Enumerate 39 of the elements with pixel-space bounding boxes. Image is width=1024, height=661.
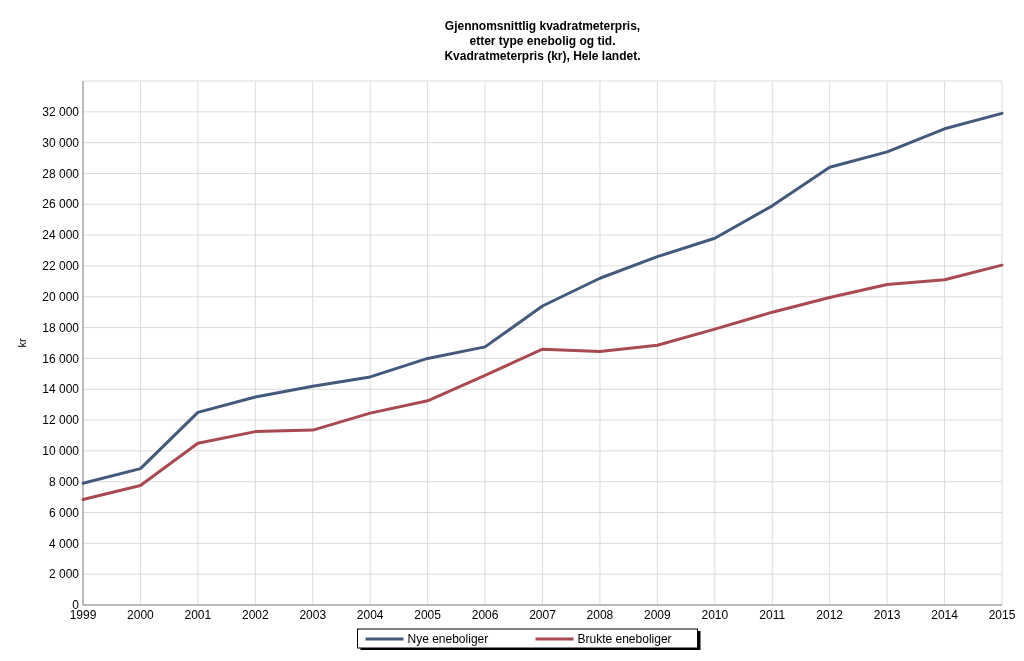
x-tick-label: 2007 bbox=[529, 608, 557, 622]
x-tick-label: 2000 bbox=[127, 608, 155, 622]
legend-label: Brukte eneboliger bbox=[577, 632, 672, 646]
line-series bbox=[81, 263, 1004, 501]
y-tick-label: 28 000 bbox=[42, 166, 80, 181]
x-tick-label: 2008 bbox=[586, 608, 614, 622]
x-tick-label: 1999 bbox=[69, 608, 97, 622]
y-tick-label: 32 000 bbox=[42, 105, 80, 120]
y-tick-label: 8 000 bbox=[48, 474, 80, 489]
x-tick-label: 2009 bbox=[644, 608, 672, 622]
y-tick-label: 16 000 bbox=[42, 351, 80, 366]
y-tick-label: 24 000 bbox=[42, 228, 80, 243]
y-tick-label: 30 000 bbox=[42, 135, 80, 150]
y-tick-label: 10 000 bbox=[42, 444, 80, 459]
x-tick-label: 2011 bbox=[759, 608, 786, 622]
y-tick-label: 20 000 bbox=[42, 289, 80, 304]
x-tick-label: 2003 bbox=[299, 608, 327, 622]
y-tick-label: 22 000 bbox=[42, 259, 80, 274]
y-tick-label: 2 000 bbox=[48, 567, 80, 582]
x-tick-label: 2012 bbox=[816, 608, 844, 622]
chart-title: Gjennomsnittlig kvadratmeterpris, etter type enebolig og tid. Kvadratmeterpris (kr), Hele landet. bbox=[444, 19, 641, 63]
x-tick-label: 2013 bbox=[873, 608, 901, 622]
x-tick-label: 2001 bbox=[184, 608, 212, 622]
y-axis-title: kr bbox=[16, 338, 28, 348]
x-tick-label: 2010 bbox=[701, 608, 729, 622]
y-tick-label: 26 000 bbox=[42, 197, 80, 212]
y-tick-label: 18 000 bbox=[42, 320, 80, 335]
y-tick-label: 6 000 bbox=[48, 505, 80, 520]
x-tick-label: 2014 bbox=[931, 608, 959, 622]
line-series bbox=[81, 111, 1004, 485]
y-tick-label: 12 000 bbox=[42, 413, 80, 428]
x-tick-label: 2015 bbox=[988, 608, 1016, 622]
y-tick-label: 4 000 bbox=[48, 536, 80, 551]
x-tick-label: 2006 bbox=[471, 608, 499, 622]
x-tick-label: 2002 bbox=[241, 608, 269, 622]
x-tick-label: 2004 bbox=[356, 608, 384, 622]
legend-label: Nye eneboliger bbox=[407, 632, 489, 646]
x-tick-label: 2005 bbox=[414, 608, 442, 622]
y-tick-label: 14 000 bbox=[42, 382, 80, 397]
